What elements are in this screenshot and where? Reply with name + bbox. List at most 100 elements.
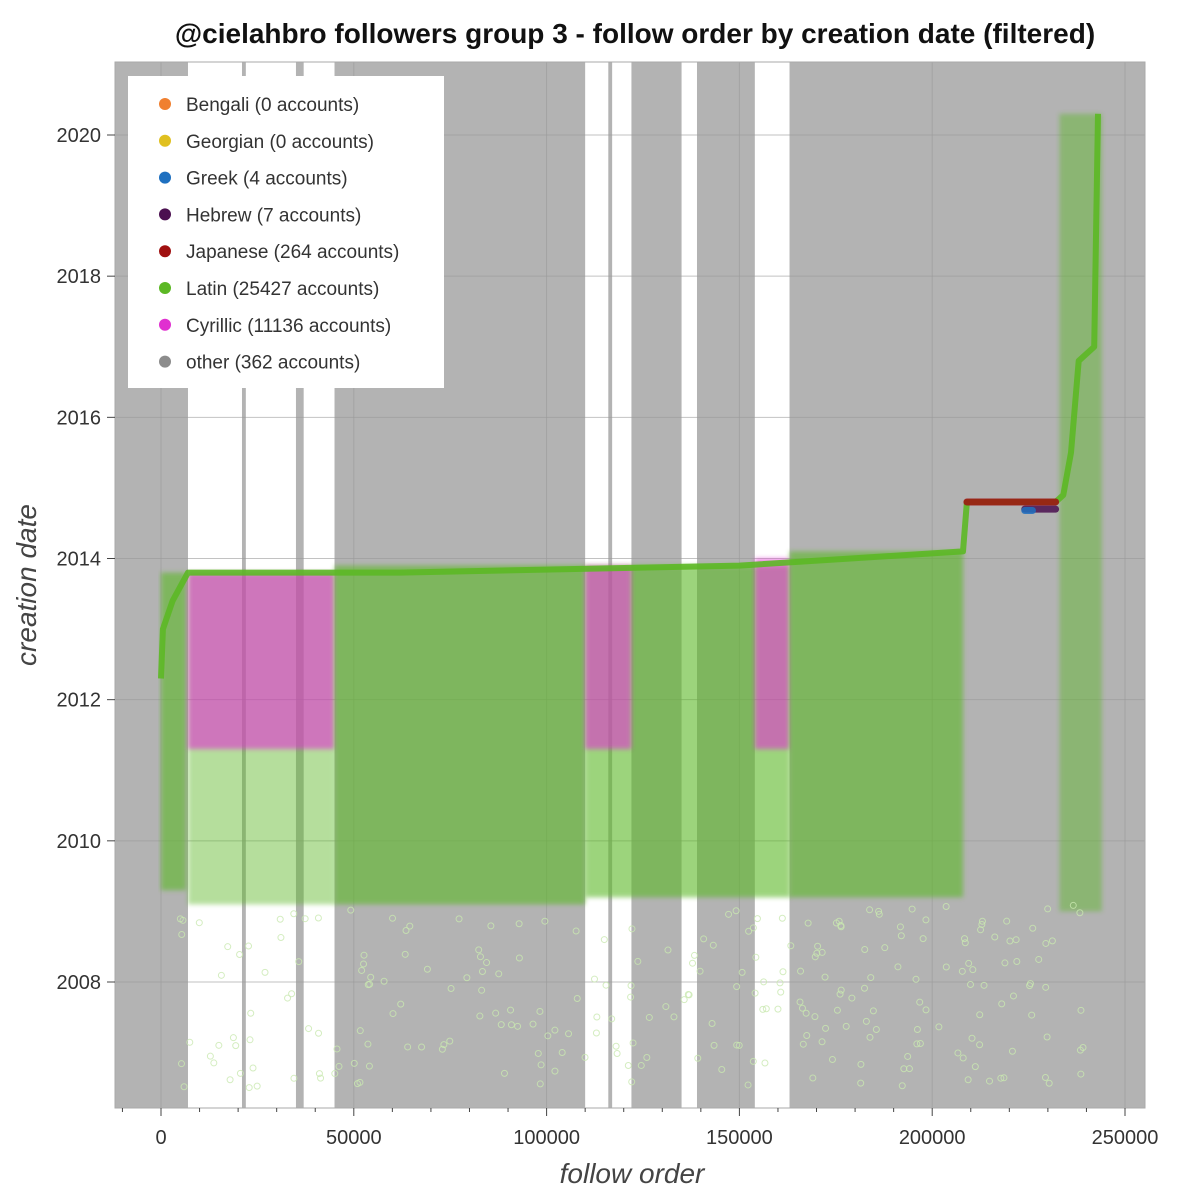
outlier-point	[898, 1082, 906, 1090]
outlier-point	[492, 1009, 500, 1017]
outlier-point	[558, 1048, 566, 1056]
outlier-point	[875, 910, 883, 918]
outlier-point	[787, 942, 795, 950]
y-axis-label: creation date	[11, 504, 42, 666]
outlier-point	[353, 1080, 361, 1088]
outlier-point	[551, 1067, 559, 1075]
outlier-point	[544, 1032, 552, 1040]
outlier-point	[749, 1057, 757, 1065]
outlier-point	[822, 1024, 830, 1032]
outlier-point	[295, 958, 303, 966]
outlier-point	[1044, 905, 1052, 913]
outlier-point	[593, 1013, 601, 1021]
legend-marker-other	[159, 355, 171, 368]
outlier-point	[1000, 1074, 1008, 1082]
outlier-point	[969, 966, 977, 974]
outlier-point	[315, 1070, 323, 1078]
outlier-point	[627, 982, 635, 990]
outlier-point	[178, 930, 186, 938]
outlier-point	[347, 906, 355, 914]
outlier-point	[998, 1000, 1006, 1008]
outlier-point	[612, 1042, 620, 1050]
outlier-point	[922, 916, 930, 924]
outlier-point	[965, 959, 973, 967]
legend: Bengali (0 accounts) Georgian (0 accounts…	[128, 76, 444, 388]
outlier-point	[364, 1040, 372, 1048]
legend-label-greek: Greek (4 accounts)	[186, 169, 348, 190]
outlier-point	[662, 1003, 670, 1011]
outlier-point	[367, 973, 375, 981]
outlier-point	[922, 1006, 930, 1014]
outlier-point	[761, 1059, 769, 1067]
outlier-point	[696, 967, 704, 975]
outlier-point	[290, 1074, 298, 1082]
outlier-point	[364, 981, 372, 989]
outlier-point	[529, 1020, 537, 1028]
outlier-point	[249, 1064, 257, 1072]
outlier-point	[315, 1029, 323, 1037]
outlier-point	[799, 1040, 807, 1048]
outlier-point	[613, 1050, 621, 1058]
legend-marker-japanese	[159, 245, 171, 258]
outlier-point	[236, 1069, 244, 1077]
outlier-point	[779, 968, 787, 976]
outlier-point	[475, 946, 483, 954]
point-cluster-cyrillic	[585, 565, 632, 750]
outlier-point	[811, 953, 819, 961]
outlier-point	[423, 965, 431, 973]
outlier-point	[749, 924, 757, 932]
outlier-point	[894, 963, 902, 971]
outlier-point	[700, 935, 708, 943]
outlier-point	[624, 1062, 632, 1070]
outlier-point	[276, 915, 284, 923]
outlier-point	[869, 1007, 877, 1015]
outlier-point	[774, 1005, 782, 1013]
outlier-point	[670, 1013, 678, 1021]
outlier-point	[835, 917, 843, 925]
outlier-point	[777, 988, 785, 996]
outlier-point	[397, 1000, 405, 1008]
outlier-point	[1003, 917, 1011, 925]
outlier-point	[1006, 937, 1014, 945]
outlier-point	[796, 998, 804, 1006]
outlier-point	[229, 1034, 237, 1042]
outlier-point	[942, 963, 950, 971]
legend-marker-hebrew	[159, 208, 171, 221]
outlier-point	[600, 936, 608, 944]
outlier-point	[954, 1049, 962, 1057]
y-tick-label: 2016	[57, 407, 102, 429]
outlier-point	[942, 903, 950, 911]
point-cluster-cyrillic	[187, 572, 335, 750]
outlier-point	[908, 905, 916, 913]
outlier-point	[1009, 992, 1017, 1000]
outlier-point	[515, 954, 523, 962]
outlier-point	[186, 1038, 194, 1046]
outlier-point	[866, 1033, 874, 1041]
outlier-point	[1041, 1074, 1049, 1082]
y-tick-label: 2018	[57, 266, 102, 288]
outlier-point	[288, 990, 296, 998]
legend-label-georgian: Georgian (0 accounts)	[186, 132, 374, 153]
outlier-point	[1045, 1079, 1053, 1087]
outlier-point	[438, 1045, 446, 1053]
legend-label-latin: Latin (25427 accounts)	[186, 279, 379, 300]
outlier-point	[507, 1006, 515, 1014]
legend-marker-bengali	[159, 98, 171, 110]
x-tick-label: 200000	[899, 1127, 966, 1149]
outlier-point	[1076, 1046, 1084, 1054]
outlier-point	[685, 991, 693, 999]
outlier-point	[733, 1041, 741, 1049]
legend-marker-georgian	[159, 134, 171, 147]
outlier-point	[842, 1022, 850, 1030]
outlier-point	[476, 1012, 484, 1020]
outlier-point	[541, 917, 549, 925]
outlier-point	[537, 1061, 545, 1069]
outlier-point	[245, 942, 253, 950]
outlier-point	[813, 949, 821, 957]
outlier-point	[837, 922, 845, 930]
outlier-point	[1013, 958, 1021, 966]
outlier-point	[978, 917, 986, 925]
outlier-point	[762, 1005, 770, 1013]
outlier-point	[253, 1082, 261, 1090]
outlier-point	[534, 1049, 542, 1057]
